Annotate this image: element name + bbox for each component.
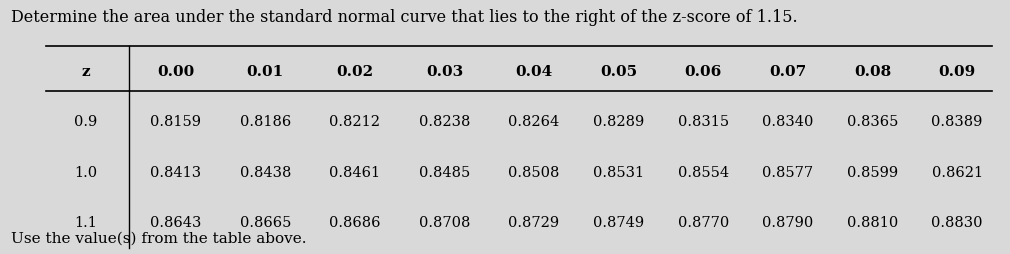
Text: 0.8315: 0.8315 xyxy=(678,115,729,129)
Text: 0.00: 0.00 xyxy=(157,65,194,79)
Text: Determine the area under the standard normal curve that lies to the right of the: Determine the area under the standard no… xyxy=(11,9,798,26)
Text: 0.8485: 0.8485 xyxy=(419,165,470,179)
Text: 0.8708: 0.8708 xyxy=(419,215,470,229)
Text: 0.06: 0.06 xyxy=(685,65,722,79)
Text: 0.09: 0.09 xyxy=(938,65,976,79)
Text: 0.8810: 0.8810 xyxy=(846,215,898,229)
Text: 0.8159: 0.8159 xyxy=(150,115,201,129)
Text: 0.8749: 0.8749 xyxy=(593,215,644,229)
Text: 0.9: 0.9 xyxy=(75,115,98,129)
Text: 0.8554: 0.8554 xyxy=(678,165,729,179)
Text: 0.03: 0.03 xyxy=(426,65,463,79)
Text: 0.04: 0.04 xyxy=(515,65,552,79)
Text: 0.8340: 0.8340 xyxy=(763,115,813,129)
Text: 0.8289: 0.8289 xyxy=(593,115,644,129)
Text: 0.02: 0.02 xyxy=(336,65,374,79)
Text: 0.05: 0.05 xyxy=(600,65,637,79)
Text: z: z xyxy=(82,65,90,79)
Text: 0.8413: 0.8413 xyxy=(150,165,201,179)
Text: 0.8790: 0.8790 xyxy=(763,215,813,229)
Text: 0.8665: 0.8665 xyxy=(239,215,291,229)
Text: 0.8461: 0.8461 xyxy=(329,165,381,179)
Text: 0.8212: 0.8212 xyxy=(329,115,381,129)
Text: 0.8438: 0.8438 xyxy=(239,165,291,179)
Text: 1.0: 1.0 xyxy=(75,165,98,179)
Text: 0.8621: 0.8621 xyxy=(931,165,983,179)
Text: 0.8531: 0.8531 xyxy=(593,165,644,179)
Text: 0.8686: 0.8686 xyxy=(329,215,381,229)
Text: 0.8238: 0.8238 xyxy=(419,115,470,129)
Text: 0.8389: 0.8389 xyxy=(931,115,983,129)
Text: 1.1: 1.1 xyxy=(75,215,97,229)
Text: 0.01: 0.01 xyxy=(246,65,284,79)
Text: 0.8186: 0.8186 xyxy=(239,115,291,129)
Text: 0.8365: 0.8365 xyxy=(846,115,898,129)
Text: 0.8264: 0.8264 xyxy=(508,115,560,129)
Text: 0.8830: 0.8830 xyxy=(931,215,983,229)
Text: 0.8729: 0.8729 xyxy=(508,215,560,229)
Text: 0.8643: 0.8643 xyxy=(149,215,201,229)
Text: 0.8508: 0.8508 xyxy=(508,165,560,179)
Text: 0.08: 0.08 xyxy=(853,65,891,79)
Text: 0.07: 0.07 xyxy=(770,65,806,79)
Text: 0.8770: 0.8770 xyxy=(678,215,729,229)
Text: 0.8577: 0.8577 xyxy=(763,165,813,179)
Text: 0.8599: 0.8599 xyxy=(847,165,898,179)
Text: Use the value(s) from the table above.: Use the value(s) from the table above. xyxy=(11,231,307,245)
